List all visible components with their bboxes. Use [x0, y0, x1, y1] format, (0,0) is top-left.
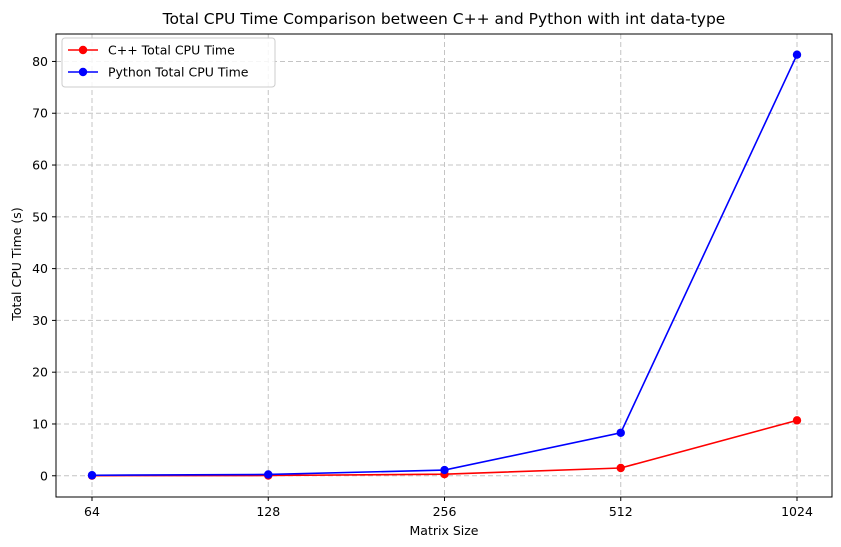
x-tick-label: 512	[609, 504, 633, 519]
legend-label: Python Total CPU Time	[108, 65, 249, 80]
y-tick-label: 60	[32, 158, 48, 173]
x-tick-label: 128	[256, 504, 280, 519]
y-axis-label: Total CPU Time (s)	[9, 207, 24, 321]
legend-box	[61, 37, 276, 88]
y-tick-label: 30	[32, 313, 48, 328]
y-tick-label: 20	[32, 365, 48, 380]
y-tick-label: 0	[40, 468, 48, 483]
data-point	[87, 471, 97, 480]
y-tick-label: 70	[32, 106, 48, 121]
y-tick-label: 10	[32, 416, 48, 431]
y-tick-label: 40	[32, 261, 48, 276]
data-point	[616, 463, 625, 473]
series-group	[87, 50, 802, 480]
data-point	[792, 416, 802, 425]
x-tick-label: 256	[433, 504, 457, 519]
chart-title: Total CPU Time Comparison between C++ an…	[162, 10, 726, 28]
data-point	[264, 470, 273, 479]
data-point	[440, 465, 449, 475]
y-ticks: 0 10 20 30 40 50 60 70 80	[32, 54, 56, 483]
y-tick-label: 50	[32, 209, 48, 224]
x-axis-label: Matrix Size	[410, 523, 479, 538]
legend-marker	[78, 45, 88, 55]
data-point	[616, 428, 625, 437]
x-ticks: 64 128 256 512 1024	[84, 497, 813, 519]
x-tick-label: 1024	[781, 504, 813, 519]
legend-label: C++ Total CPU Time	[108, 43, 235, 58]
legend-marker	[78, 67, 88, 77]
legend: C++ Total CPU Time Python Total CPU Time	[61, 37, 276, 88]
y-tick-label: 80	[32, 54, 48, 69]
x-tick-label: 64	[84, 504, 100, 519]
grid	[56, 34, 832, 497]
data-point	[792, 50, 802, 59]
